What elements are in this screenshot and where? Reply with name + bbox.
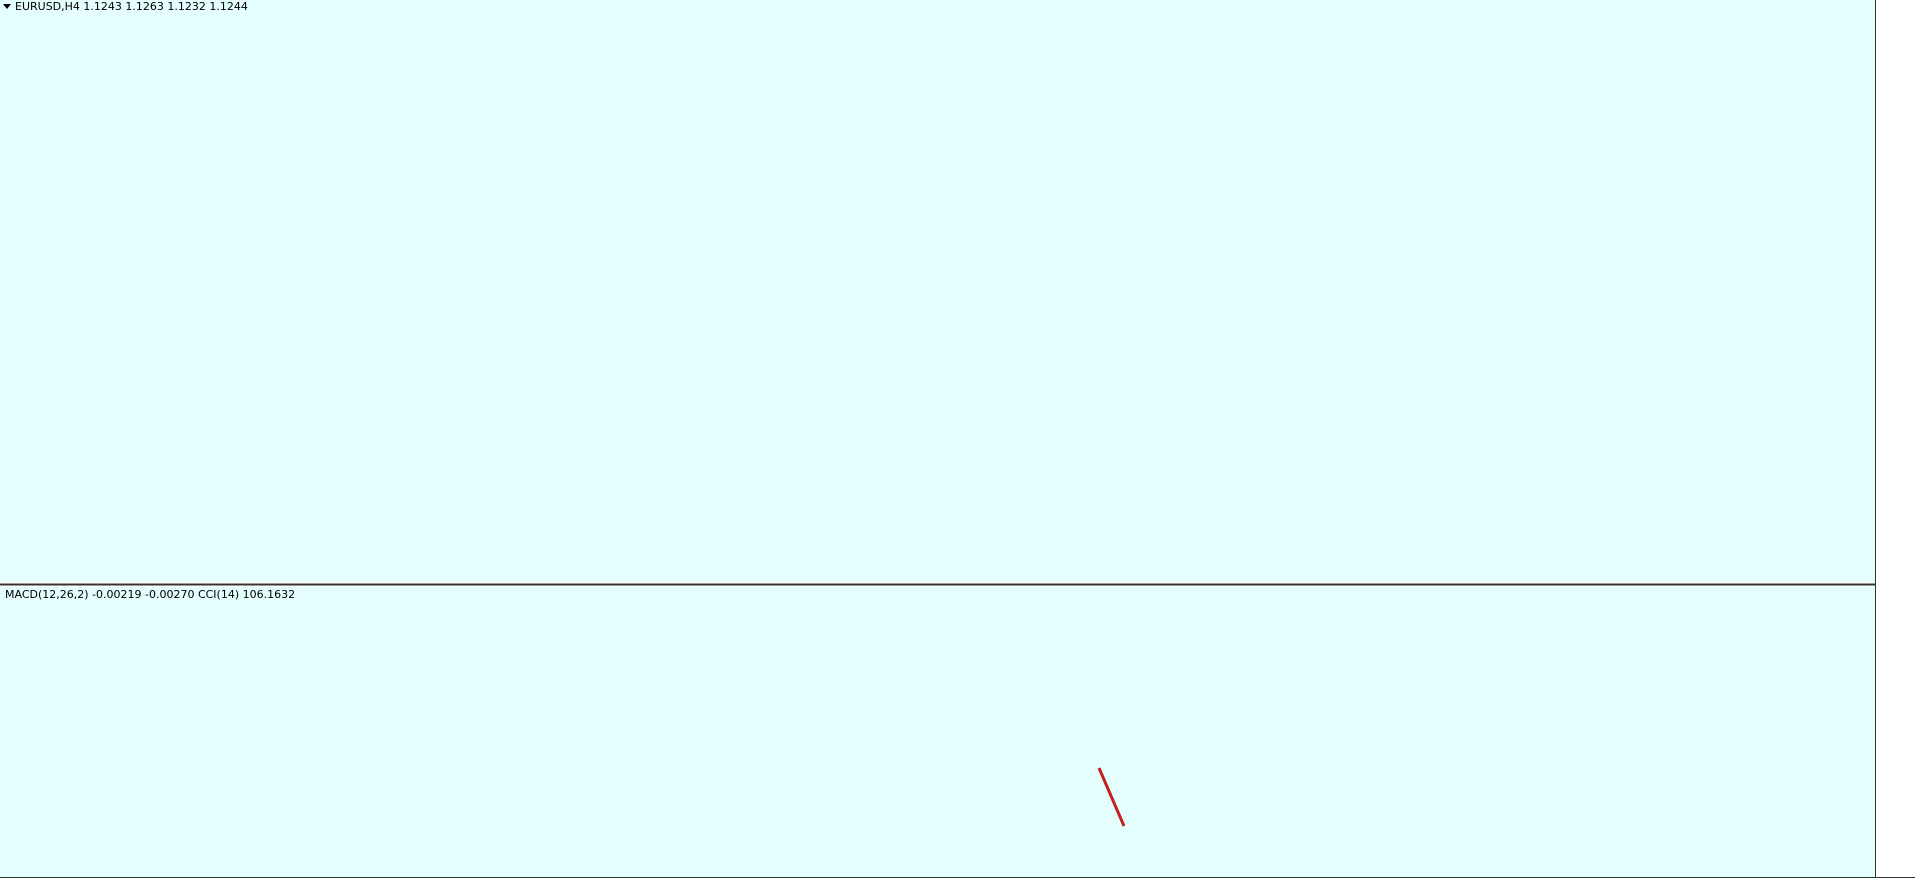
annotation-pointer (1097, 767, 1126, 827)
price-panel-bg (0, 0, 1875, 582)
label-layer: EURUSD,H4 1.1243 1.1263 1.1232 1.1244 MA… (3, 0, 1126, 827)
symbol-header: EURUSD,H4 1.1243 1.1263 1.1232 1.1244 (15, 0, 248, 13)
indicator-panel-bg (0, 587, 1875, 877)
indicator-header: MACD(12,26,2) -0.00219 -0.00270 CCI(14) … (5, 588, 295, 601)
symbol-menu-icon[interactable] (3, 4, 11, 9)
